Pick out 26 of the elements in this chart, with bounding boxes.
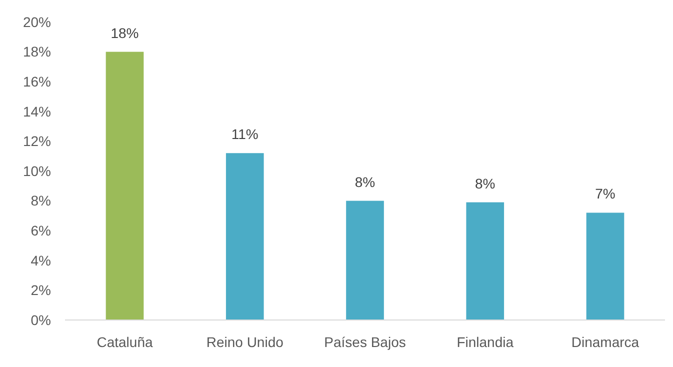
- x-tick-label: Dinamarca: [571, 334, 640, 350]
- y-tick-label: 20%: [22, 14, 51, 30]
- bar: [346, 200, 384, 320]
- data-label: 8%: [475, 175, 496, 192]
- y-tick-label: 14%: [22, 103, 51, 120]
- data-label: 18%: [110, 24, 139, 41]
- y-tick-label: 12%: [22, 133, 51, 150]
- y-tick-label: 16%: [22, 74, 51, 90]
- x-tick-label: Reino Unido: [206, 334, 284, 350]
- data-label: 7%: [595, 186, 616, 202]
- y-tick-label: 6%: [30, 222, 51, 238]
- x-tick-label: Finlandia: [456, 334, 514, 350]
- bar: [226, 153, 264, 320]
- y-tick-label: 10%: [22, 162, 51, 179]
- bar: [106, 52, 144, 320]
- data-label: 11%: [231, 126, 258, 142]
- x-tick-label: Países Bajos: [324, 334, 406, 350]
- y-tick-label: 8%: [30, 192, 51, 209]
- y-tick-label: 4%: [30, 252, 51, 268]
- y-tick-label: 18%: [22, 44, 51, 60]
- x-tick-label: Cataluña: [96, 334, 153, 350]
- bar: [466, 202, 504, 320]
- y-tick-label: 0%: [30, 312, 51, 328]
- data-label: 8%: [354, 174, 376, 190]
- bar: [586, 212, 624, 320]
- y-tick-label: 2%: [30, 282, 51, 298]
